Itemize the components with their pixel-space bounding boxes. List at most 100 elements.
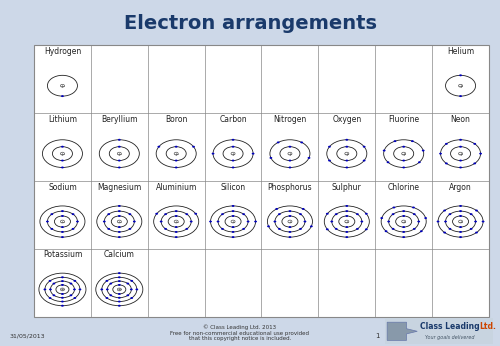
Circle shape [346, 226, 348, 228]
Circle shape [118, 293, 120, 295]
Circle shape [418, 161, 420, 163]
Circle shape [365, 228, 368, 230]
Circle shape [459, 215, 462, 217]
Circle shape [475, 231, 478, 234]
Circle shape [439, 153, 442, 155]
Circle shape [175, 146, 178, 148]
Circle shape [288, 210, 292, 212]
Text: Boron: Boron [165, 115, 188, 124]
Circle shape [482, 220, 484, 222]
Circle shape [345, 152, 349, 155]
Circle shape [175, 160, 178, 162]
Circle shape [420, 230, 422, 232]
Circle shape [61, 301, 64, 302]
Text: Phosphorus: Phosphorus [268, 183, 312, 192]
Circle shape [72, 228, 74, 230]
Text: Sulphur: Sulphur [332, 183, 362, 192]
Circle shape [458, 220, 462, 223]
Circle shape [175, 236, 178, 238]
Circle shape [186, 228, 188, 230]
Circle shape [216, 220, 220, 222]
Circle shape [402, 231, 405, 233]
Circle shape [106, 289, 108, 290]
Circle shape [380, 217, 383, 219]
Circle shape [232, 166, 234, 169]
Circle shape [479, 153, 482, 155]
Circle shape [276, 208, 278, 210]
Text: 31/05/2013: 31/05/2013 [10, 333, 46, 338]
Circle shape [186, 213, 188, 215]
Circle shape [61, 284, 64, 286]
Circle shape [346, 210, 348, 212]
Circle shape [118, 160, 120, 162]
Circle shape [164, 213, 167, 215]
Circle shape [459, 210, 462, 212]
Circle shape [402, 146, 405, 148]
Circle shape [231, 152, 235, 155]
Circle shape [413, 228, 416, 230]
Circle shape [192, 146, 195, 148]
Text: Class Leading: Class Leading [420, 321, 480, 331]
Circle shape [232, 160, 234, 162]
Circle shape [118, 210, 120, 212]
Circle shape [413, 213, 416, 215]
Circle shape [330, 220, 333, 222]
Circle shape [436, 220, 440, 222]
Circle shape [118, 288, 122, 291]
Circle shape [328, 160, 331, 162]
Circle shape [76, 220, 79, 222]
Text: Ltd.: Ltd. [480, 321, 496, 331]
Circle shape [44, 289, 46, 290]
Circle shape [231, 220, 235, 223]
Text: Chlorine: Chlorine [388, 183, 420, 192]
Circle shape [242, 213, 245, 215]
Circle shape [278, 213, 280, 215]
Circle shape [61, 166, 64, 169]
Circle shape [61, 95, 64, 97]
Circle shape [458, 152, 462, 155]
Circle shape [362, 160, 366, 162]
Circle shape [362, 146, 366, 148]
Text: Electron arrangements: Electron arrangements [124, 14, 376, 33]
Circle shape [118, 236, 120, 238]
Circle shape [232, 139, 234, 141]
Circle shape [459, 236, 462, 238]
Circle shape [61, 280, 64, 282]
Circle shape [326, 228, 328, 230]
Text: Sodium: Sodium [48, 183, 77, 192]
Circle shape [288, 226, 292, 228]
Circle shape [346, 139, 348, 141]
Circle shape [288, 146, 292, 148]
Circle shape [288, 231, 292, 233]
Circle shape [288, 220, 292, 223]
Circle shape [209, 220, 212, 222]
Circle shape [386, 161, 390, 163]
Text: © Class Leading Ltd. 2013
Free for non-commercial educational use provided
that : © Class Leading Ltd. 2013 Free for non-c… [170, 324, 310, 342]
Circle shape [402, 152, 406, 155]
Circle shape [70, 294, 72, 296]
Circle shape [118, 276, 120, 278]
Circle shape [61, 160, 64, 162]
Circle shape [459, 226, 462, 228]
Circle shape [388, 220, 390, 222]
Circle shape [100, 289, 103, 290]
Circle shape [356, 228, 359, 230]
Circle shape [46, 220, 49, 222]
Circle shape [160, 220, 162, 222]
Circle shape [411, 140, 414, 142]
Circle shape [474, 220, 477, 222]
Circle shape [346, 166, 348, 169]
Circle shape [190, 220, 192, 222]
Circle shape [110, 294, 112, 296]
Circle shape [61, 236, 64, 238]
Circle shape [412, 207, 415, 208]
Circle shape [392, 213, 394, 215]
Circle shape [61, 305, 64, 307]
Circle shape [118, 226, 120, 228]
Circle shape [118, 146, 120, 148]
Circle shape [252, 153, 254, 155]
Circle shape [402, 210, 405, 212]
Circle shape [459, 95, 462, 97]
Text: Magnesium: Magnesium [97, 183, 142, 192]
Circle shape [422, 149, 424, 152]
